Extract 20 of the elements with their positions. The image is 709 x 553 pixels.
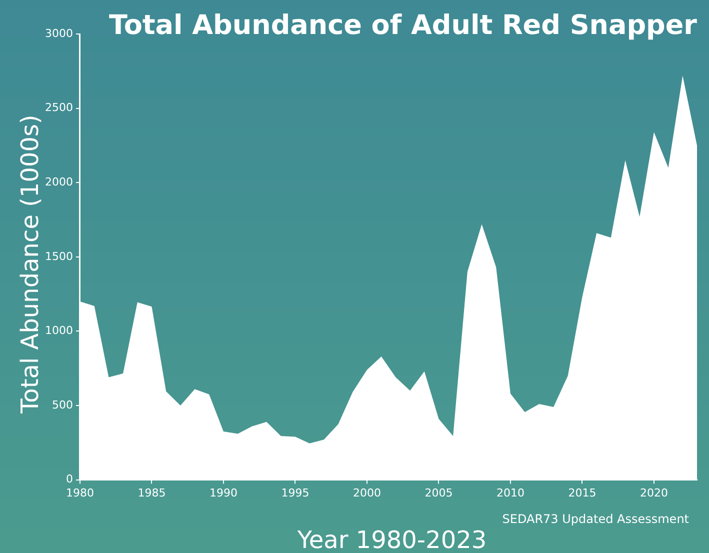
x-tick-label: 1985: [138, 486, 166, 500]
y-axis-title: Total Abundance (1000s): [16, 114, 44, 414]
y-tick-label: 2000: [44, 175, 73, 188]
y-tick-label: 1500: [44, 250, 73, 263]
y-tick-label: 500: [52, 398, 73, 412]
y-tick-label: 1000: [44, 324, 73, 338]
x-tick-label: 1980: [66, 486, 94, 500]
y-tick-label: 0: [66, 472, 73, 486]
x-tick-label: 2020: [640, 486, 668, 500]
x-tick-label: 2015: [568, 486, 596, 500]
x-axis-title: Year 1980-2023: [297, 526, 487, 553]
y-tick-label: 3000: [44, 26, 73, 40]
x-tick-label: 2005: [424, 486, 453, 500]
x-tick-label: 1995: [281, 486, 310, 500]
x-tick-label: 2000: [352, 486, 381, 500]
x-tick-label: 2010: [496, 486, 524, 500]
x-tick-label: 1990: [209, 486, 238, 500]
chart-title: Total Abundance of Adult Red Snapper: [108, 10, 697, 41]
text: SEDAR73 Updated Assessment: [502, 512, 689, 526]
y-tick-label: 2500: [44, 101, 73, 114]
